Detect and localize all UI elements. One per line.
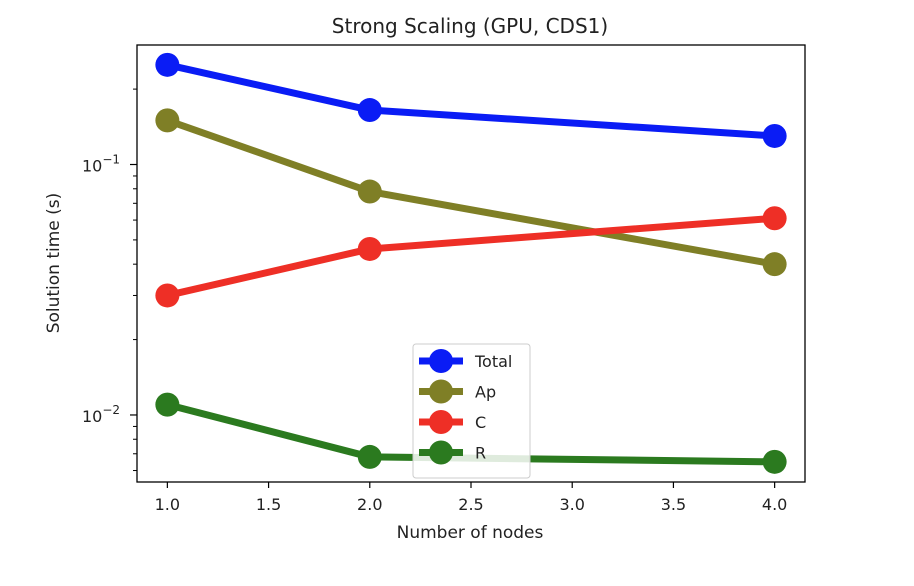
data-point-r [357, 444, 382, 469]
x-tick-label: 2.5 [458, 495, 483, 514]
x-axis: 1.0 1.5 2.0 2.5 3.0 3.5 4.0 [155, 482, 787, 514]
data-point-r [762, 449, 787, 474]
x-tick-label: 3.0 [559, 495, 584, 514]
data-point-ap [357, 179, 382, 204]
legend-marker-r [429, 440, 453, 465]
data-point-c [155, 283, 180, 308]
legend-marker-ap [429, 379, 453, 404]
legend-label-ap: Ap [475, 383, 496, 402]
legend: Total Ap CR [412, 343, 531, 479]
legend-label-total: Total [474, 352, 512, 371]
y-tick-label: 10−1 [82, 153, 120, 176]
chart-title: Strong Scaling (GPU, CDS1) [332, 14, 608, 38]
series-line-total [166, 61, 775, 140]
series-line-c [166, 214, 775, 299]
legend-marker-c [429, 410, 453, 434]
data-point-ap [762, 252, 787, 277]
y-axis-label: Solution time (s) [44, 193, 64, 334]
data-point-r [155, 392, 180, 417]
x-tick-label: 1.0 [155, 495, 180, 514]
x-tick-label: 4.0 [762, 495, 787, 514]
y-axis: 10−2 10−1 [82, 88, 137, 472]
data-point-c [357, 236, 382, 261]
data-point-total [155, 52, 180, 77]
x-tick-label: 2.0 [357, 495, 382, 514]
legend-label-r: R [475, 444, 486, 463]
data-point-c [762, 206, 787, 231]
legend-marker-total [429, 349, 453, 373]
x-axis-label: Number of nodes [397, 523, 544, 543]
data-point-ap [155, 108, 180, 133]
plot-area [155, 52, 787, 474]
data-point-total [762, 123, 787, 148]
x-tick-label: 3.5 [661, 495, 686, 514]
y-tick-label: 10−2 [82, 403, 120, 426]
x-tick-label: 1.5 [256, 495, 281, 514]
data-point-total [357, 98, 382, 123]
legend-label-c: C [475, 413, 486, 432]
